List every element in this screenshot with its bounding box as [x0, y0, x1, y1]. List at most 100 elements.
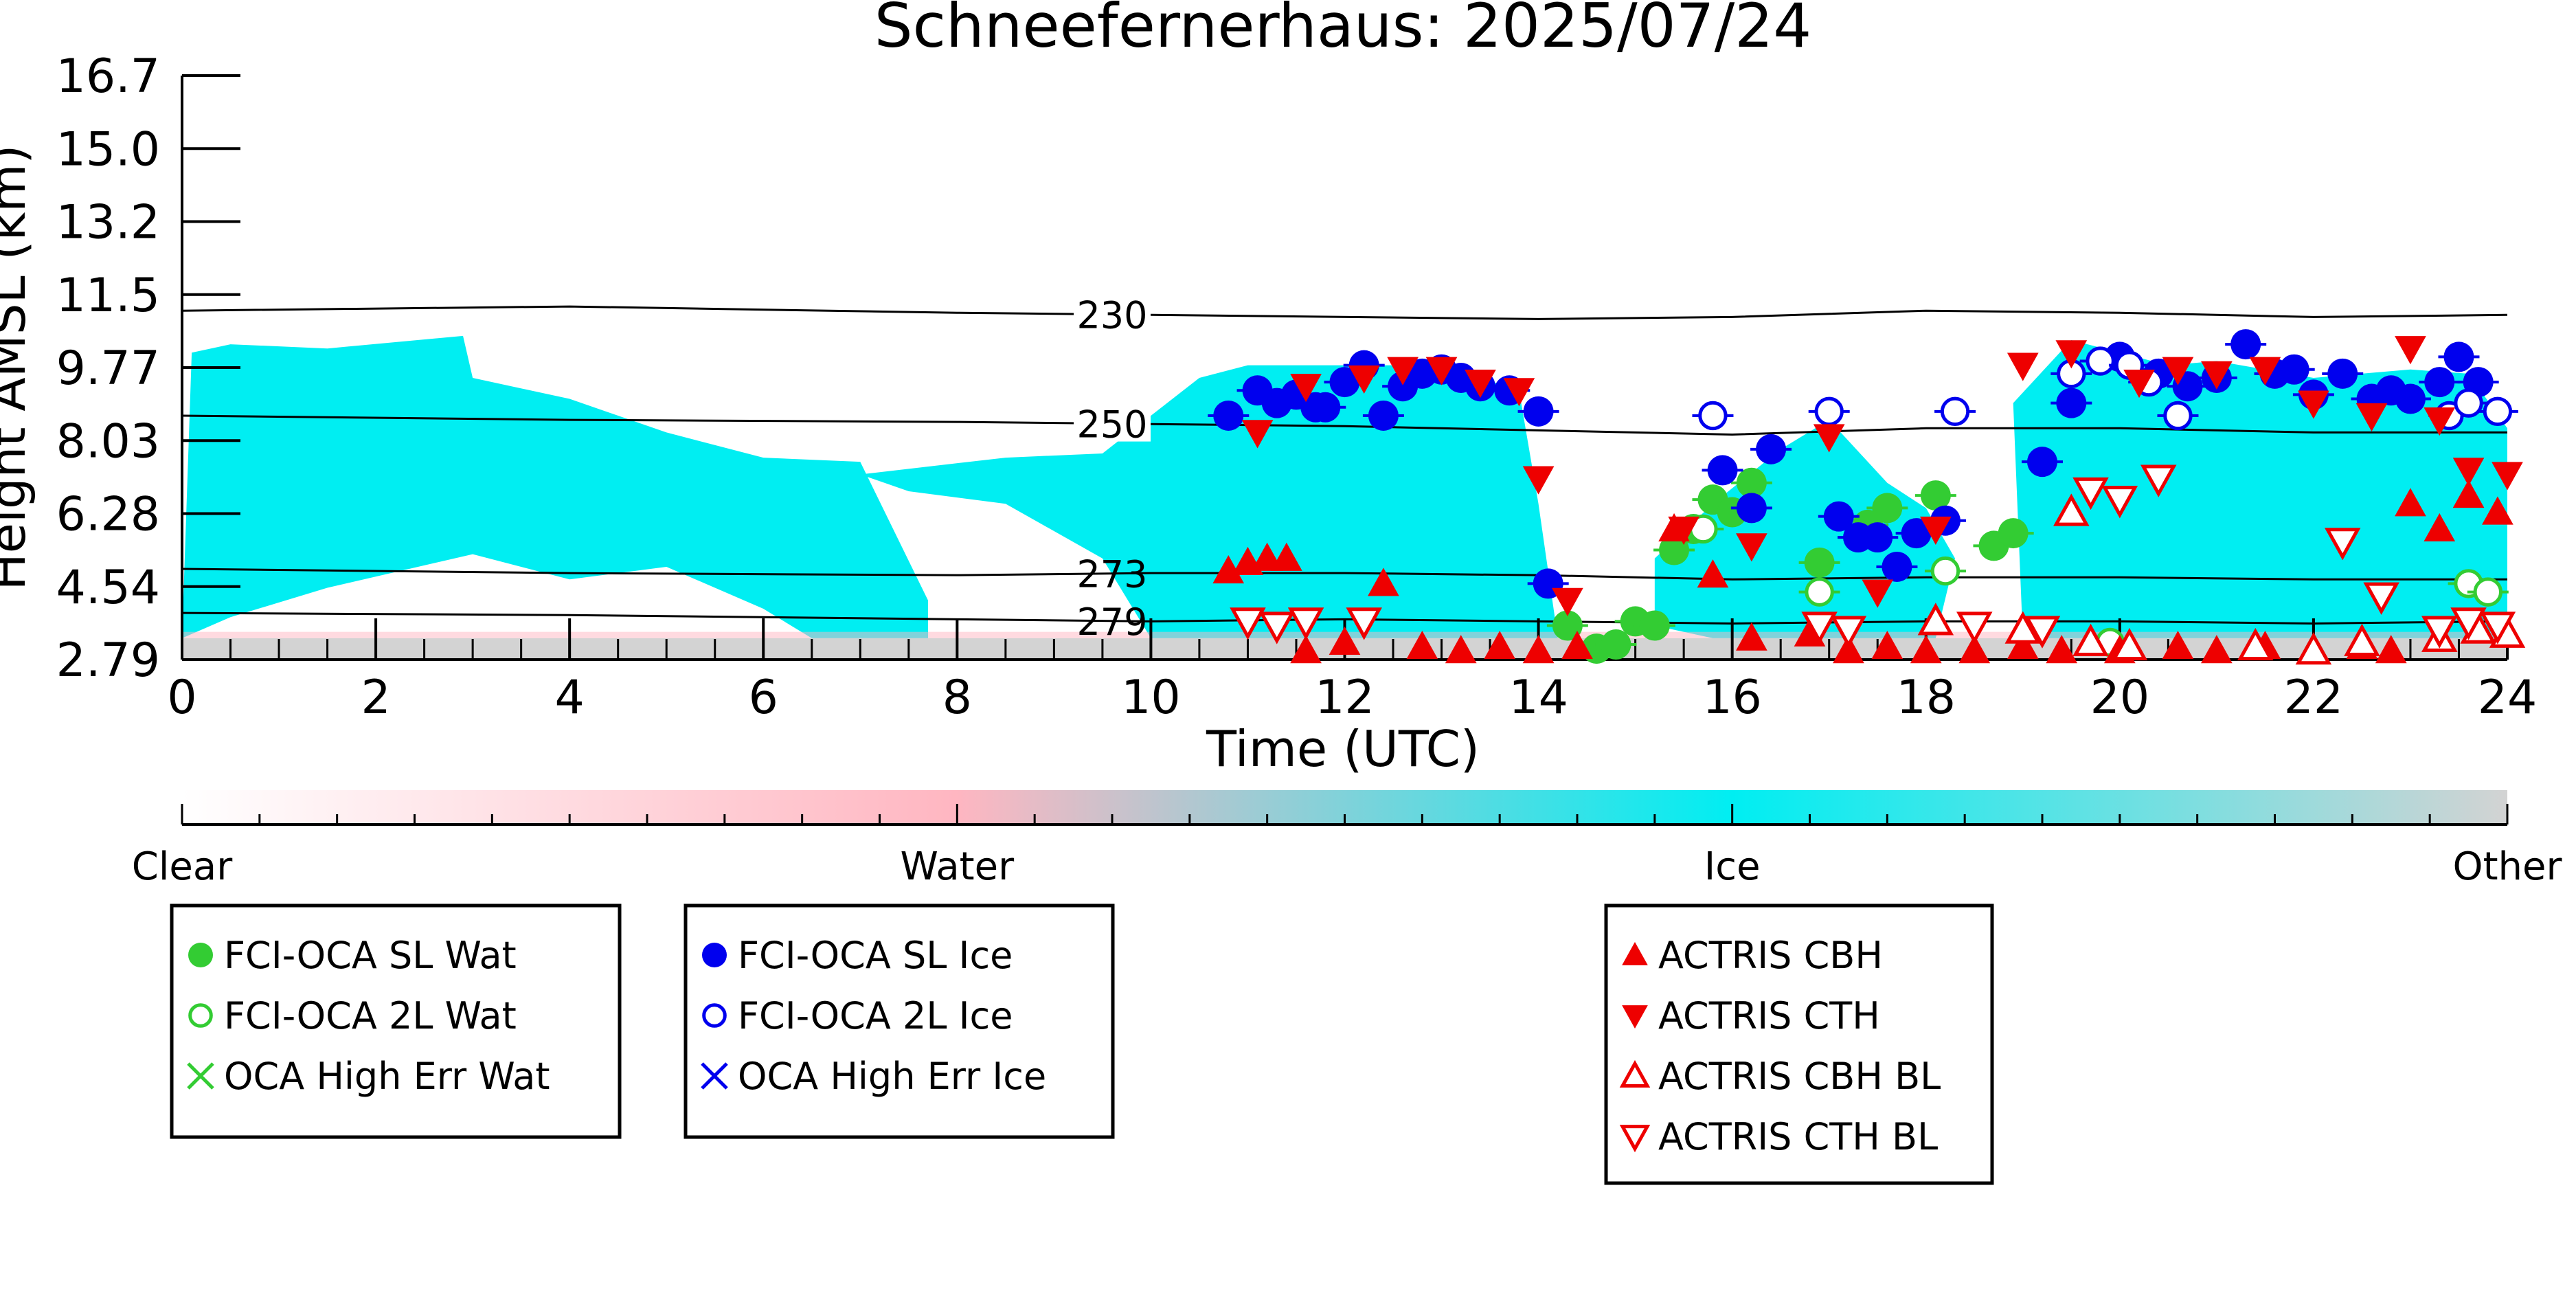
fci-oca-sl-wat-point — [1601, 629, 1631, 660]
fci-oca-sl-ice-point — [2279, 354, 2309, 385]
actris-cth-bl-point — [2324, 528, 2361, 561]
fci-oca-2l-ice-point — [1698, 401, 1728, 431]
contour-label: 279 — [1076, 600, 1147, 644]
actris-cbh-point — [2007, 631, 2039, 660]
fci-oca-sl-ice-point — [2327, 358, 2358, 389]
fci-oca-sl-ice-point — [2056, 388, 2087, 418]
x-tick-label: 16 — [1702, 671, 1762, 725]
legend-entry: OCA High Err Wat — [224, 1055, 550, 1098]
actris-cth-point — [2395, 336, 2426, 365]
actris-cbh-bl-point — [2237, 627, 2274, 661]
y-tick-label: 4.54 — [56, 561, 160, 615]
contour-label: 273 — [1076, 553, 1147, 596]
contour-label: 250 — [1076, 403, 1147, 447]
fci-oca-sl-ice-point — [1882, 551, 1912, 582]
actris-cth-bl-point — [2140, 464, 2177, 497]
actris-cbh-point — [1290, 635, 1322, 664]
actris-cbh-point — [1697, 559, 1729, 588]
x-stroke — [187, 1062, 214, 1090]
x-tick-label: 14 — [1509, 671, 1568, 725]
fci-oca-sl-wat-point — [1659, 535, 1690, 565]
actris-cbh-point — [1329, 626, 1361, 655]
actris-cbh-point — [1736, 622, 1767, 651]
actris-cth-point — [1348, 365, 1380, 394]
fci-oca-sl-wat-point — [1998, 518, 2029, 549]
actris-cth-point — [1387, 357, 1419, 385]
fci-oca-sl-wat-point — [1920, 480, 1951, 511]
legend-entry: FCI-OCA SL Ice — [738, 934, 1013, 977]
actris-cth-bl-point — [2101, 486, 2138, 519]
actris-cth-bl-point — [2450, 607, 2487, 640]
actris-cth-point — [2424, 407, 2456, 436]
x-tick-label: 24 — [2478, 671, 2538, 725]
y-tick-label: 6.28 — [56, 488, 160, 542]
colorbar-label: Ice — [1704, 844, 1761, 889]
actris-cbh-bl-point — [2295, 632, 2332, 665]
legend-marker — [1622, 941, 1648, 965]
actris-cth-point — [1425, 357, 1458, 385]
actris-cbh-point — [2424, 513, 2456, 542]
actris-cbh-point — [1522, 635, 1555, 664]
fci-oca-sl-ice-point — [1736, 493, 1767, 524]
actris-cth-point — [1503, 378, 1535, 407]
actris-cth-point — [1241, 420, 1274, 449]
actris-cth-point — [2055, 340, 2088, 369]
actris-cbh-point — [1484, 631, 1516, 660]
y-tick-label: 16.7 — [56, 49, 160, 104]
actris-cth-point — [2452, 458, 2485, 486]
chart-title: Schneefernerhaus: 2025/07/24 — [874, 0, 1812, 61]
actris-cth-bl-point — [1956, 611, 1993, 644]
actris-cbh-point — [1958, 635, 1991, 664]
actris-cth-point — [1920, 516, 1952, 545]
x-axis-label: Time (UTC) — [1206, 720, 1480, 778]
legend-entry: ACTRIS CBH BL — [1658, 1055, 1941, 1098]
actris-cth-bl-point — [2024, 616, 2061, 649]
x-stroke — [701, 1062, 728, 1090]
legend-entry: OCA High Err Ice — [738, 1055, 1046, 1098]
y-tick-label: 13.2 — [56, 196, 160, 250]
actris-cbh-bl-point — [2072, 623, 2109, 657]
x-tick-label: 12 — [1315, 671, 1375, 725]
actris-cbh-point — [1871, 631, 1903, 660]
actris-cth-point — [2201, 361, 2233, 390]
fci-oca-sl-wat-point — [1552, 610, 1583, 641]
legend-marker — [1622, 1005, 1648, 1029]
actris-cth-point — [1465, 369, 1496, 398]
y-tick-label: 9.77 — [56, 341, 160, 396]
legend-entry: FCI-OCA 2L Ice — [738, 994, 1013, 1037]
x-tick-label: 4 — [555, 671, 585, 725]
actris-cbh-bl-point — [2111, 627, 2148, 661]
actris-cth-point — [1813, 424, 1845, 453]
y-tick-label: 2.79 — [56, 633, 160, 688]
legend-entry: FCI-OCA 2L Wat — [224, 994, 517, 1037]
actris-cbh-point — [2395, 488, 2426, 517]
x-tick-label: 18 — [1896, 671, 1956, 725]
fci-oca-2l-ice-point — [2163, 401, 2193, 431]
actris-cth-point — [2007, 352, 2039, 381]
actris-cth-bl-point — [1801, 611, 1838, 644]
actris-cbh-point — [1561, 631, 1593, 660]
contour-label-bg — [1074, 403, 1151, 442]
legend-entry: ACTRIS CTH BL — [1658, 1115, 1938, 1158]
actris-cbh-point — [2375, 635, 2407, 664]
temperature-contour — [182, 305, 2507, 320]
fci-oca-sl-ice-point — [1213, 400, 1244, 431]
fci-oca-2l-wat-point — [1805, 577, 1834, 607]
legend-marker — [1619, 1125, 1651, 1153]
actris-cth-point — [1552, 587, 1583, 616]
actris-cbh-point — [1368, 568, 1399, 596]
actris-cbh-point — [2201, 635, 2233, 664]
actris-cth-point — [2249, 357, 2281, 385]
actris-cbh-bl-point — [2053, 493, 2090, 526]
actris-cth-bl-point — [2363, 582, 2399, 615]
legend-entry: ACTRIS CTH — [1658, 994, 1880, 1037]
ice-cloud-region — [182, 335, 929, 638]
actris-cbh-point — [1833, 635, 1864, 664]
fci-oca-sl-ice-point — [1310, 392, 1341, 423]
actris-cth-point — [1736, 533, 1767, 562]
colorbar: Clear Water Ice Other — [132, 790, 2562, 889]
actris-cth-bl-point — [1346, 607, 1382, 640]
fci-oca-2l-ice-point — [2483, 396, 2513, 427]
